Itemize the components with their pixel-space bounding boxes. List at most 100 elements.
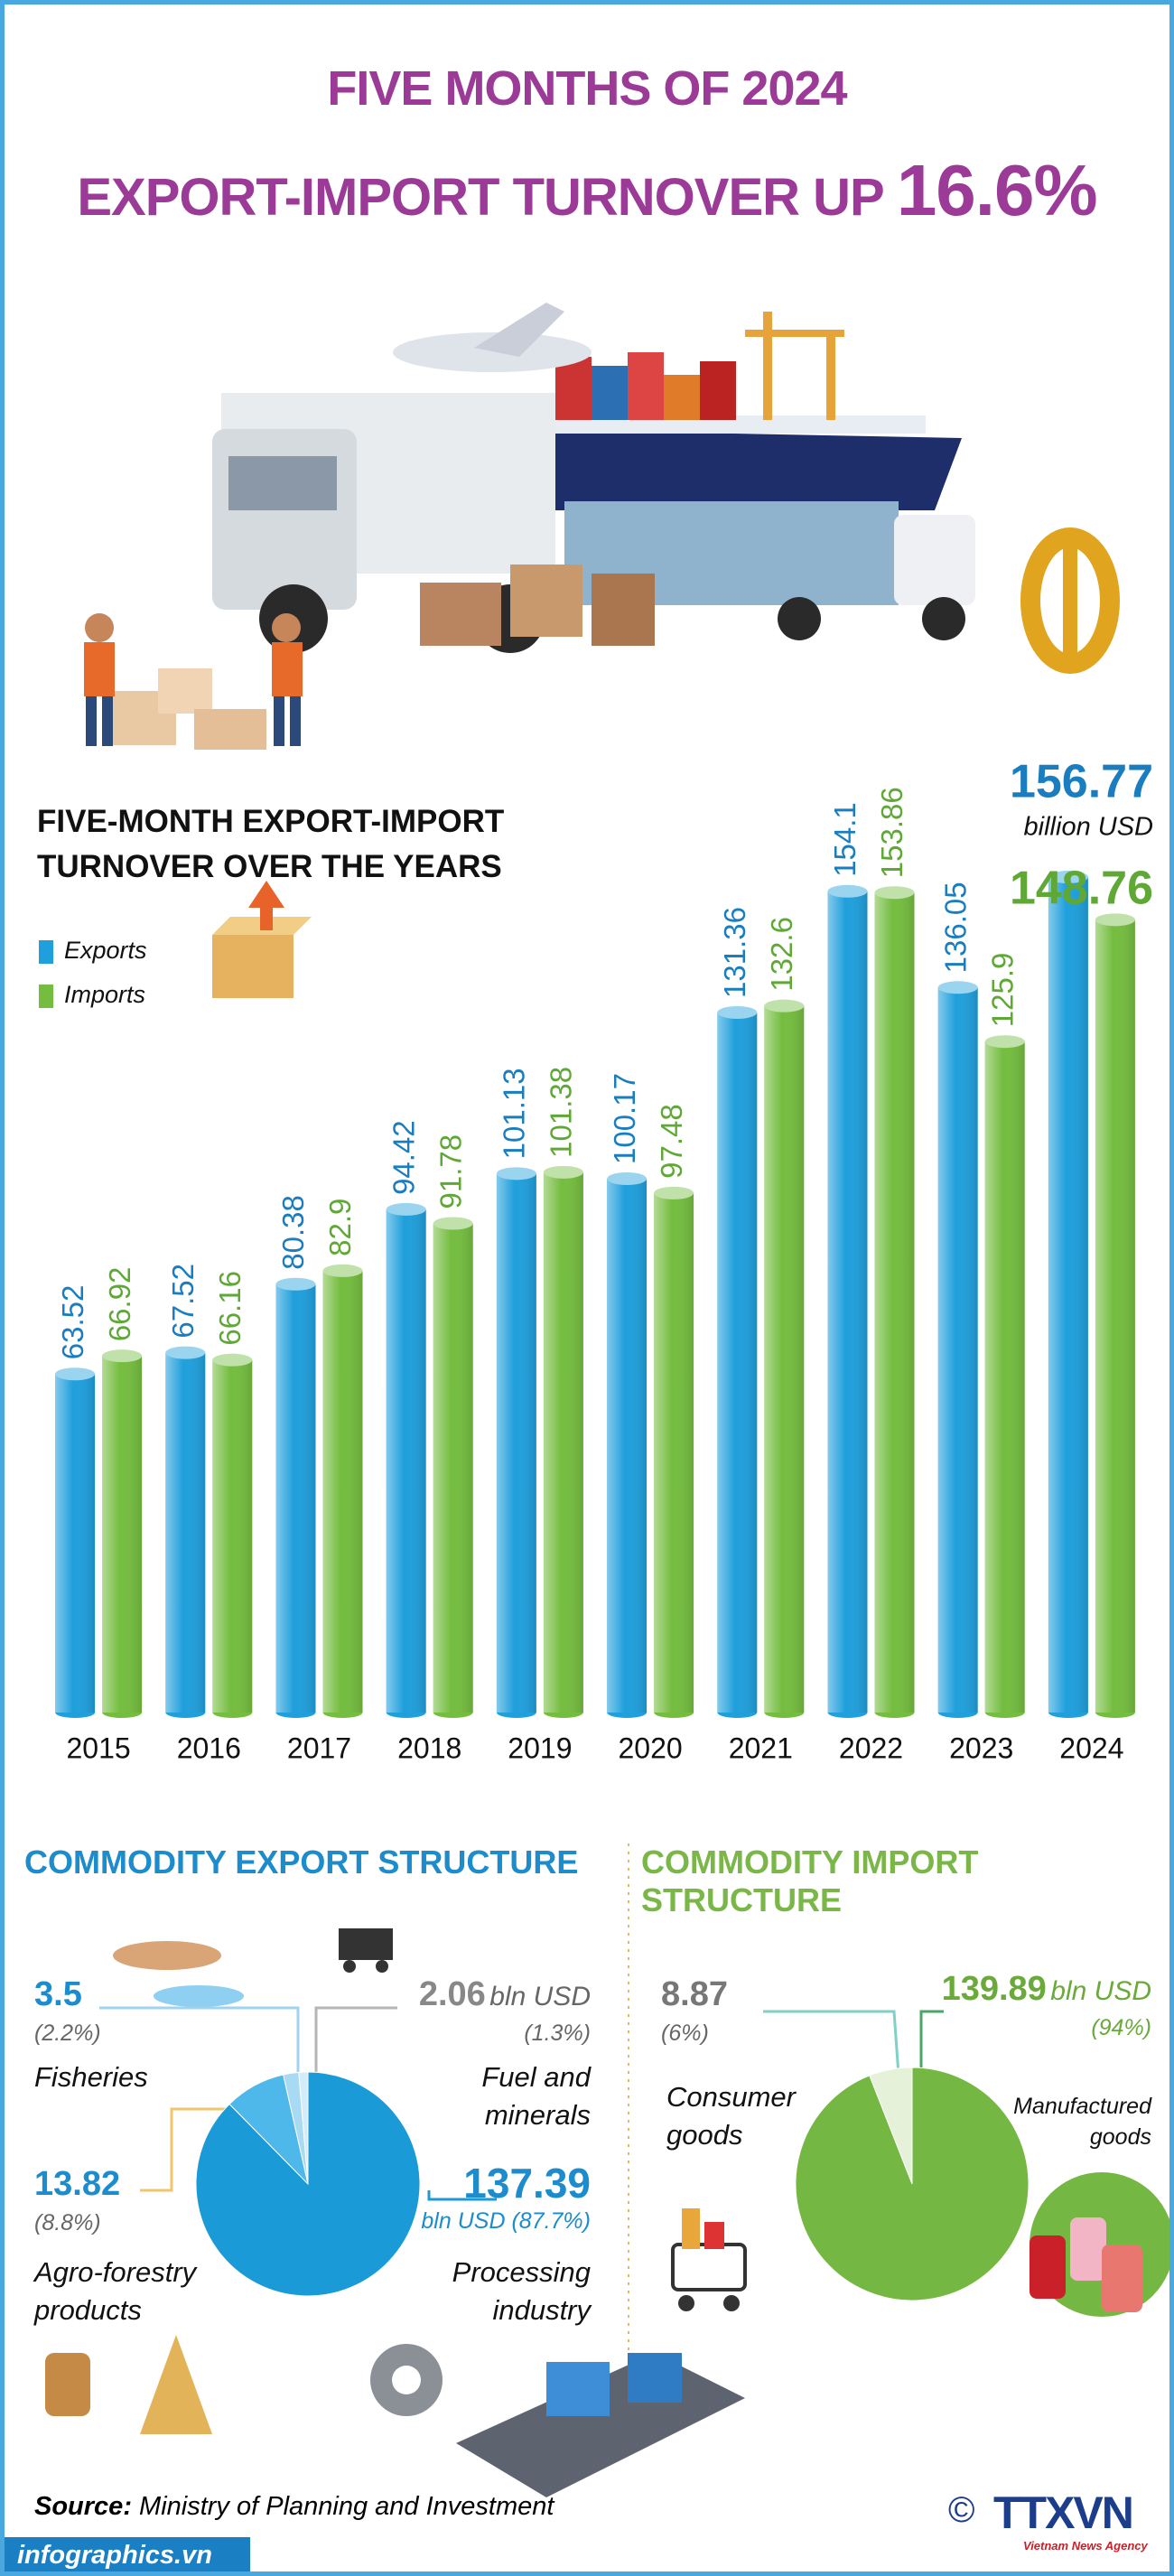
value-label: 148.76 (1010, 863, 1153, 915)
value-group: bln USD (87.7%) (421, 2208, 591, 2235)
category-label: Consumer goods (666, 2081, 796, 2151)
footer-site: infographics.vn (17, 2541, 212, 2570)
bar-cap (827, 884, 868, 898)
header-title: FIVE MONTHS OF 2024 (327, 61, 847, 116)
legend-label: Imports (64, 981, 145, 1008)
value-label: 100.17 (608, 1073, 641, 1164)
unit-label: bln USD (421, 2208, 506, 2234)
bar-shade (212, 1359, 253, 1713)
bar-cap (55, 1367, 96, 1381)
value-label: 156.77 (1010, 756, 1153, 808)
value-label: 66.16 (213, 1271, 247, 1346)
x-tick-label: 2021 (729, 1731, 793, 1764)
bar-cap (275, 1277, 316, 1291)
bar-cap (543, 1165, 583, 1179)
legend-label: Exports (64, 937, 147, 964)
bar-cap (764, 999, 805, 1013)
bar-shade (984, 1041, 1025, 1713)
bar-shade (386, 1209, 426, 1713)
value-group: 2.06 bln USD (419, 1975, 591, 2014)
value-label: 82.9 (323, 1199, 357, 1256)
bar-shade (55, 1374, 96, 1713)
value-label: 101.38 (545, 1067, 578, 1158)
x-tick-label: 2016 (177, 1731, 241, 1764)
value-label: 91.78 (433, 1134, 467, 1209)
value-label: 101.13 (498, 1068, 531, 1159)
bar-shade (654, 1192, 694, 1713)
section-title: COMMODITY IMPORT STRUCTURE (641, 1843, 979, 1918)
value-label: 66.92 (103, 1267, 136, 1342)
bar-cap (937, 981, 978, 994)
unit-label: bln USD (1050, 1976, 1151, 2006)
share-label: (94%) (1091, 2015, 1151, 2040)
bar-cap (102, 1349, 143, 1363)
value-label: 153.86 (875, 787, 908, 878)
value-label: 67.52 (166, 1264, 200, 1339)
value-group: 139.89 bln USD (942, 1970, 1151, 2009)
bar-shade (937, 987, 978, 1713)
header-subtitle: EXPORT-IMPORT TURNOVER UP 16.6% (5, 149, 1169, 232)
bar-shade (275, 1283, 316, 1713)
bar-shade (102, 1356, 143, 1713)
header-highlight: 16.6% (896, 150, 1098, 230)
bar-cap (1095, 913, 1135, 927)
value-label: 139.89 (941, 1970, 1047, 2008)
artwork: Exports Imports 2015 63.52 66.92 2016 67.52 66.… (5, 303, 1169, 2571)
legend-marker (39, 940, 53, 964)
bar-cap (165, 1346, 206, 1359)
category-label: Manufactured goods (1013, 2094, 1151, 2150)
leader-lines (99, 2006, 944, 2201)
x-tick-label: 2019 (508, 1731, 572, 1764)
bar-shade (874, 892, 915, 1713)
chart-title: FIVE-MONTH EXPORT-IMPORT TURNOVER OVER T… (37, 804, 505, 884)
footer-band (5, 2537, 250, 2571)
category-label: Fuel and minerals (481, 2061, 591, 2131)
legend-marker (39, 985, 53, 1008)
header-text: EXPORT-IMPORT TURNOVER UP (77, 168, 883, 227)
value-label: 132.6 (765, 917, 798, 992)
x-tick-label: 2020 (619, 1731, 683, 1764)
bar-shade (165, 1352, 206, 1713)
category-label: Agro-forestry products (34, 2256, 197, 2326)
pie-slice (795, 2067, 1030, 2301)
category-label: Processing industry (452, 2256, 591, 2326)
bar-cap (874, 886, 915, 900)
share-label: (2.2%) (34, 2021, 101, 2046)
bar-shade (827, 891, 868, 1713)
section-title: COMMODITY EXPORT STRUCTURE (24, 1843, 579, 1881)
value-label: 80.38 (276, 1195, 310, 1270)
illustration (84, 303, 1120, 998)
bar-shade (543, 1171, 583, 1713)
bar-cap (496, 1167, 536, 1181)
source: Source: Ministry of Planning and Investm… (34, 2492, 554, 2522)
value-label: 154.1 (828, 802, 862, 877)
share-label: (6%) (661, 2021, 709, 2046)
value-label: 3.5 (34, 1975, 82, 2013)
bar-cap (212, 1353, 253, 1367)
share-label: (8.8%) (34, 2210, 101, 2235)
value-label: 136.05 (938, 882, 972, 973)
bar-shade (607, 1178, 648, 1713)
x-tick-label: 2015 (67, 1731, 131, 1764)
bar-cap (1048, 871, 1088, 884)
source-label: Source: (34, 2492, 132, 2521)
bar-cap (654, 1186, 694, 1199)
bar-shade (1048, 877, 1088, 1713)
x-tick-label: 2018 (397, 1731, 461, 1764)
bar-shade (1095, 919, 1135, 1713)
bar-shade (322, 1270, 363, 1713)
bar-shade (496, 1173, 536, 1713)
icons (45, 1928, 1169, 2497)
logo: TTXVN (993, 2487, 1134, 2538)
bar-shade (433, 1223, 473, 1713)
source-text: Ministry of Planning and Investment (139, 2492, 554, 2521)
x-tick-label: 2024 (1059, 1731, 1123, 1764)
bar-cap (322, 1264, 363, 1277)
agency: Vietnam News Agency (1023, 2539, 1148, 2553)
value-label: 131.36 (718, 907, 751, 998)
bar-cap (984, 1035, 1025, 1049)
bar-cap (607, 1171, 648, 1185)
bar-cap (717, 1005, 758, 1019)
value-label: 13.82 (34, 2165, 121, 2203)
